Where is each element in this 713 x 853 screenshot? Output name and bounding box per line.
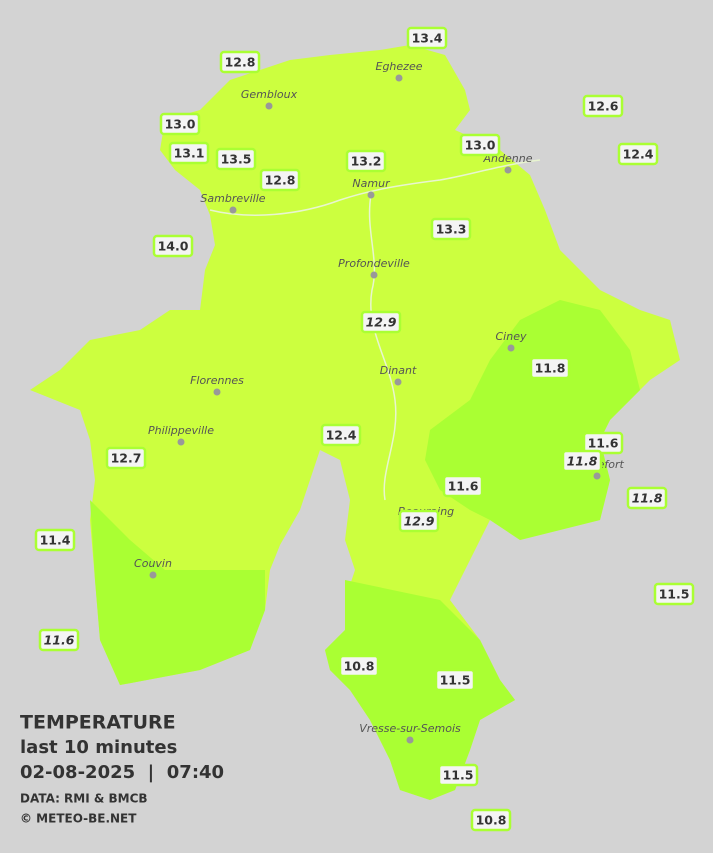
city-label: Namur bbox=[352, 177, 391, 190]
station-value: 10.8 bbox=[476, 813, 507, 828]
city-label: Philippeville bbox=[148, 424, 214, 437]
station-box bbox=[582, 94, 624, 118]
station-box bbox=[159, 112, 201, 136]
station-box bbox=[152, 234, 194, 258]
city-dot bbox=[177, 438, 185, 446]
legend-period: last 10 minutes bbox=[20, 737, 177, 758]
station-box bbox=[34, 528, 76, 552]
station-box bbox=[320, 423, 362, 447]
station-box bbox=[105, 446, 147, 470]
station-value: 14.0 bbox=[158, 239, 189, 254]
station-box bbox=[529, 356, 571, 380]
city-label: Eghezee bbox=[376, 60, 423, 73]
station-value: 12.9 bbox=[404, 514, 435, 529]
station-box bbox=[168, 141, 210, 165]
station-value: 10.8 bbox=[344, 659, 375, 674]
city-label: Dinant bbox=[380, 364, 417, 377]
station-value: 12.9 bbox=[366, 315, 397, 330]
station-value: 11.8 bbox=[567, 454, 598, 469]
station-value: 11.6 bbox=[448, 479, 479, 494]
city-label: Sambreville bbox=[200, 192, 265, 205]
station-box bbox=[219, 50, 261, 74]
station-box bbox=[561, 449, 603, 473]
city-dot bbox=[394, 378, 402, 386]
station-value: 13.2 bbox=[351, 154, 382, 169]
city-dot bbox=[395, 74, 403, 82]
city-label: Florennes bbox=[190, 374, 244, 387]
station-box bbox=[437, 763, 479, 787]
city-dot bbox=[593, 472, 601, 480]
legend-copyright: © METEO-BE.NET bbox=[20, 812, 137, 826]
city-dot bbox=[504, 166, 512, 174]
station-value: 12.8 bbox=[225, 55, 256, 70]
station-box bbox=[459, 133, 501, 157]
station-box bbox=[398, 509, 440, 533]
region-cool bbox=[325, 580, 515, 800]
station-layer: 13.4 12.8 12.6 13.0 13.0 12.4 13.1 13.5 13.2 12.8… bbox=[34, 26, 695, 832]
station-value: 12.6 bbox=[588, 99, 619, 114]
station-value: 13.1 bbox=[174, 146, 205, 161]
station-value: 12.4 bbox=[623, 147, 654, 162]
station-box bbox=[582, 431, 624, 455]
city-dot bbox=[213, 388, 221, 396]
station-box bbox=[470, 808, 512, 832]
station-value: 11.5 bbox=[440, 673, 471, 688]
station-value: 13.0 bbox=[465, 138, 496, 153]
city-dot bbox=[370, 271, 378, 279]
station-value: 13.0 bbox=[165, 117, 196, 132]
city-dot bbox=[406, 736, 414, 744]
station-box bbox=[434, 668, 476, 692]
city-label: Gembloux bbox=[241, 88, 298, 101]
city-dot bbox=[229, 206, 237, 214]
station-box bbox=[626, 486, 668, 510]
legend-source: DATA: RMI & BMCB bbox=[20, 792, 148, 806]
station-value: 11.6 bbox=[44, 633, 75, 648]
city-dot bbox=[507, 344, 515, 352]
city-label: Profondeville bbox=[338, 257, 410, 270]
city-layer: EghezeeGemblouxAndenneNamurSambrevillePr… bbox=[134, 60, 624, 744]
city-label: Vresse-sur-Semois bbox=[359, 722, 461, 735]
station-value: 11.5 bbox=[443, 768, 474, 783]
station-box bbox=[442, 474, 484, 498]
station-box bbox=[360, 310, 402, 334]
city-label: Couvin bbox=[134, 557, 172, 570]
station-box bbox=[215, 147, 257, 171]
legend-timestamp: 02-08-2025 | 07:40 bbox=[20, 762, 224, 783]
station-value: 12.7 bbox=[111, 451, 142, 466]
station-box bbox=[617, 142, 659, 166]
station-box bbox=[653, 582, 695, 606]
station-box bbox=[406, 26, 448, 50]
river bbox=[209, 159, 541, 501]
city-label: Ciney bbox=[496, 330, 527, 343]
station-value: 11.8 bbox=[632, 491, 663, 506]
station-value: 13.3 bbox=[436, 222, 467, 237]
legend-title: TEMPERATURE bbox=[20, 712, 176, 734]
city-dot bbox=[149, 571, 157, 579]
region-cool bbox=[90, 500, 265, 685]
station-box bbox=[338, 654, 380, 678]
city-dot bbox=[265, 102, 273, 110]
station-box bbox=[430, 217, 472, 241]
city-dot bbox=[367, 191, 375, 199]
station-value: 11.5 bbox=[659, 587, 690, 602]
station-box bbox=[38, 628, 80, 652]
station-box bbox=[259, 168, 301, 192]
station-value: 12.8 bbox=[265, 173, 296, 188]
station-value: 13.5 bbox=[221, 152, 252, 167]
station-value: 13.4 bbox=[412, 31, 443, 46]
station-box bbox=[345, 149, 387, 173]
station-value: 11.8 bbox=[535, 361, 566, 376]
station-value: 11.4 bbox=[40, 533, 71, 548]
station-value: 12.4 bbox=[326, 428, 357, 443]
station-value: 11.6 bbox=[588, 436, 619, 451]
